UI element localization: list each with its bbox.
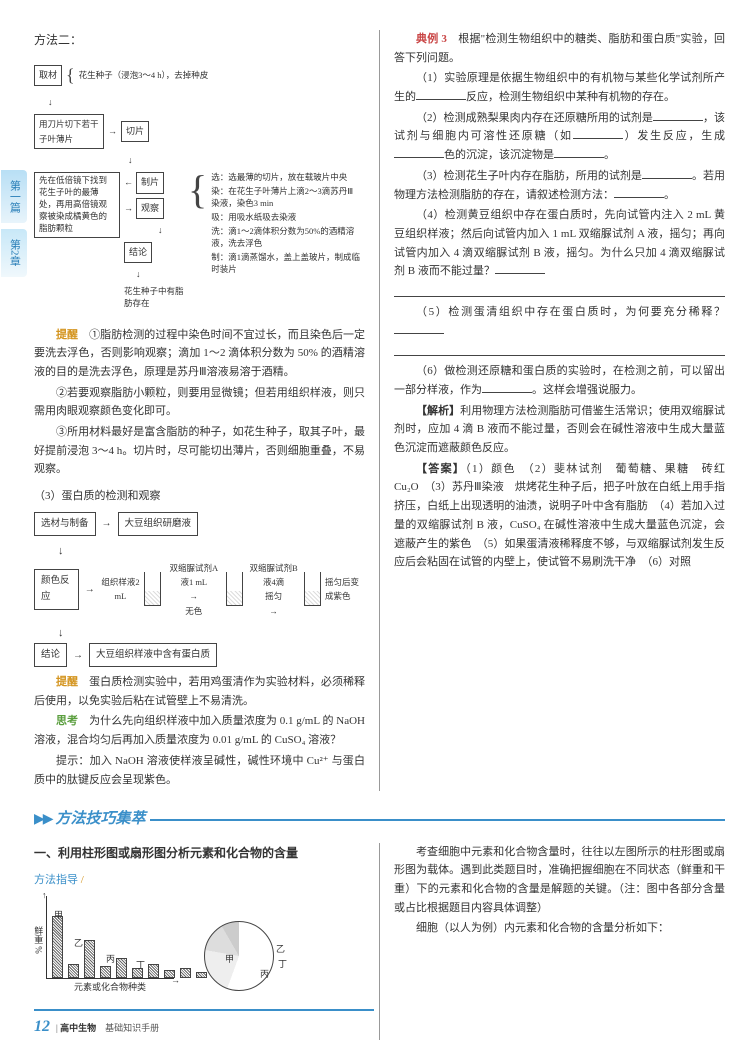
tixing-label: 提醒 xyxy=(56,329,78,341)
side-tab-1: 第一篇 xyxy=(1,170,28,223)
question-2: （2）检测成熟梨果肉内存在还原糖所用的试剂是，该试剂与细胞内可溶性还原糖（如）发… xyxy=(394,109,725,165)
question-3: （3）检测花生子叶内存在脂肪，所用的试剂是。若用物理方法检测脂肪的存在，请叙述检… xyxy=(394,167,725,204)
protein-flowchart: 选材与制备 → 大豆组织研磨液 ↓ 颜色反应 → 组织样液2 mL 双缩脲试剂A… xyxy=(34,512,365,667)
protein-title: （3）蛋白质的检测和观察 xyxy=(34,487,365,506)
flowchart: 取材 { 花生种子（浸泡3～4 h），去掉种皮 ↓ 用刀片切下若干子叶薄片 → … xyxy=(34,56,365,317)
method-guide: 方法指导 xyxy=(34,871,365,890)
page-number: 12 xyxy=(34,1013,50,1040)
question-6: （6）做检测还原糖和蛋白质的实验时，在检测之前，可以留出一部分样液，作为。这样会… xyxy=(394,362,725,399)
question-5: （5）检测蛋清组织中存在蛋白质时，为何要充分稀释？ xyxy=(394,303,725,340)
page-footer: 12 | 高中生物 基础知识手册 xyxy=(34,1009,374,1040)
jiexi-label: 【解析】 xyxy=(416,405,460,417)
method-title: 方法二： xyxy=(34,30,365,50)
bar-chart: 鲜重 % 元素或化合物种类 甲 乙 丙 丁 xyxy=(34,896,174,991)
side-tab-2: 第2章 xyxy=(1,229,28,277)
fc-box: 取材 xyxy=(34,65,62,86)
dianli-label: 典例 3 xyxy=(416,33,447,45)
pie-chart: 甲 乙 丙 丁 xyxy=(204,921,274,991)
section-divider: ▶▶ 方法技巧集萃 xyxy=(34,807,725,833)
question-1: （1）实验原理是依据生物组织中的有机物与某些化学试剂所产生的反应，检测生物组织中… xyxy=(394,69,725,106)
section-heading: 一、利用柱形图或扇形图分析元素和化合物的含量 xyxy=(34,843,365,863)
sikao-label: 思考 xyxy=(56,715,78,727)
daan-label: 【答案】 xyxy=(416,463,465,475)
question-4: （4）检测黄豆组织中存在蛋白质时，先向试管内注入 2 mL 黄豆组织样液；然后向… xyxy=(394,206,725,281)
